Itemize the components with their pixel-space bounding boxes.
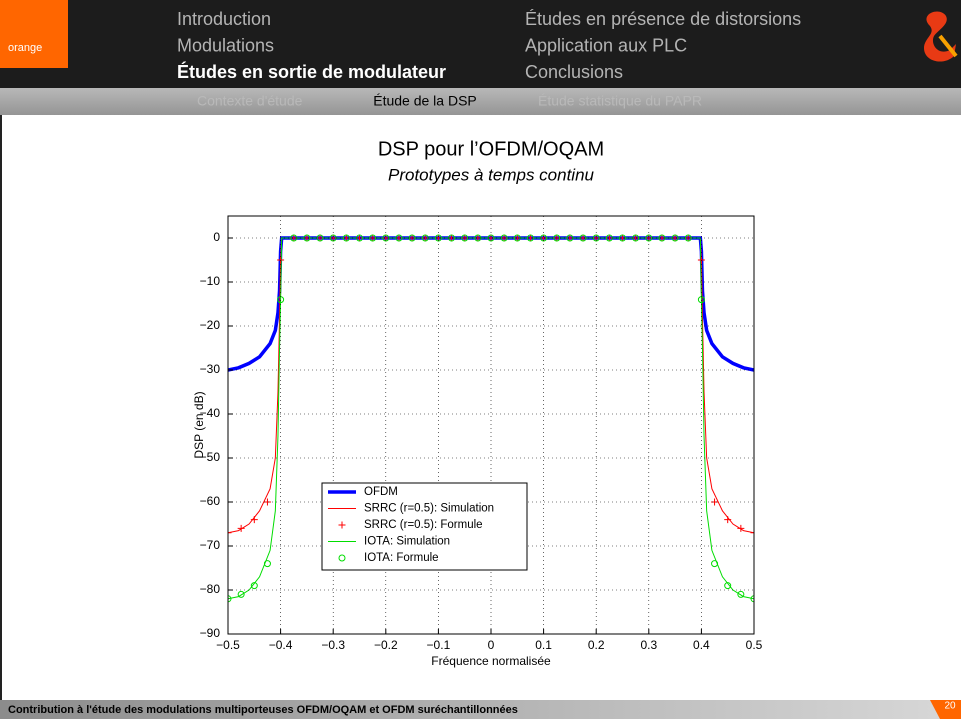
nav-section: Études en présence de distorsions: [525, 9, 801, 29]
x-tick-label: −0.2: [374, 638, 398, 652]
x-tick-label: 0.4: [693, 638, 710, 652]
plus-marker: [724, 516, 732, 524]
page-number: 20: [944, 701, 956, 712]
y-tick-label: −40: [200, 406, 221, 420]
legend-box: [321, 482, 528, 571]
nav-section: Modulations: [177, 35, 274, 55]
x-tick-label: −0.5: [216, 638, 240, 652]
plus-marker: [356, 234, 363, 242]
circle-marker: [342, 234, 350, 242]
plus-marker: [250, 516, 258, 524]
legend-swatch: [338, 521, 346, 529]
x-tick-label: −0.3: [321, 638, 345, 652]
nav-section: Application aux PLC: [525, 35, 687, 55]
nav-subsection: Étude statistique du PAPR: [538, 93, 702, 109]
y-tick-label: 0: [213, 230, 220, 244]
circle-marker: [500, 234, 508, 242]
plus-marker: [513, 234, 521, 242]
footer-text: Contribution à l'étude des modulations m…: [8, 704, 518, 716]
legend-label: OFDM: [364, 486, 398, 498]
x-tick-label: −0.1: [427, 638, 451, 652]
plus-marker: [228, 529, 232, 537]
y-tick-label: −90: [200, 626, 221, 640]
header-bar: [0, 0, 961, 88]
logo-box: [0, 0, 68, 68]
y-tick-label: −20: [200, 318, 221, 332]
circle-marker: [228, 595, 232, 603]
plus-marker: [448, 234, 456, 242]
circle-marker: [316, 234, 324, 242]
plot-area: [228, 234, 754, 603]
circle-marker: [408, 234, 416, 242]
plus-marker: [750, 529, 754, 537]
circle-marker: [369, 234, 377, 242]
y-axis-label: DSP (en dB): [192, 391, 206, 458]
circle-marker: [303, 234, 311, 242]
plus-marker: [237, 524, 245, 532]
circle-marker: [711, 560, 719, 568]
circle-marker: [526, 234, 534, 242]
circle-marker: [250, 582, 258, 590]
circle-marker: [553, 234, 561, 242]
brand-icon: [924, 11, 958, 62]
plus-marker: [737, 524, 745, 532]
subsection-bar: [0, 88, 961, 115]
circle-marker: [724, 582, 732, 590]
left-border: [0, 115, 2, 700]
plus-marker: [605, 234, 613, 242]
footer-bar: [0, 700, 961, 719]
y-tick-label: −70: [200, 538, 221, 552]
circle-marker: [737, 590, 745, 598]
logo-text: orange: [8, 42, 42, 54]
legend-label: IOTA: Formule: [364, 552, 439, 564]
x-tick-label: 0: [488, 638, 495, 652]
page-badge: [930, 700, 961, 719]
y-tick-label: −50: [200, 450, 221, 464]
plus-marker: [421, 234, 429, 242]
legend-swatch: [338, 554, 346, 562]
circle-marker: [750, 595, 754, 603]
nav-section: Études en sortie de modulateur: [177, 61, 446, 82]
chart-subtitle: Prototypes à temps continu: [388, 165, 595, 184]
y-tick-label: −10: [200, 274, 221, 288]
circle-marker: [684, 234, 692, 242]
legend-label: IOTA: Simulation: [364, 536, 450, 548]
chart-title: DSP pour l’OFDM/OQAM: [378, 138, 604, 160]
circle-marker: [237, 590, 245, 598]
circle-marker: [395, 234, 403, 242]
x-tick-label: 0.5: [746, 638, 763, 652]
y-tick-label: −30: [200, 362, 221, 376]
legend-label: SRRC (r=0.5): Formule: [364, 519, 483, 531]
circle-marker: [461, 234, 469, 242]
plus-marker: [632, 234, 640, 242]
plus-marker: [263, 498, 271, 506]
y-tick-label: −80: [200, 582, 221, 596]
legend-label: SRRC (r=0.5): Simulation: [364, 503, 494, 515]
nav-subsection: Contexte d'étude: [197, 93, 303, 109]
circle-marker: [263, 560, 271, 568]
x-tick-label: 0.3: [640, 638, 657, 652]
y-tick-label: −60: [200, 494, 221, 508]
x-tick-label: 0.1: [535, 638, 552, 652]
x-tick-label: −0.4: [269, 638, 293, 652]
nav-section: Introduction: [177, 9, 271, 29]
circle-marker: [619, 234, 626, 242]
nav-section: Conclusions: [525, 62, 623, 82]
x-tick-label: 0.2: [588, 638, 605, 652]
nav-subsection: Étude de la DSP: [373, 93, 477, 109]
x-axis-label: Fréquence normalisée: [431, 654, 551, 668]
